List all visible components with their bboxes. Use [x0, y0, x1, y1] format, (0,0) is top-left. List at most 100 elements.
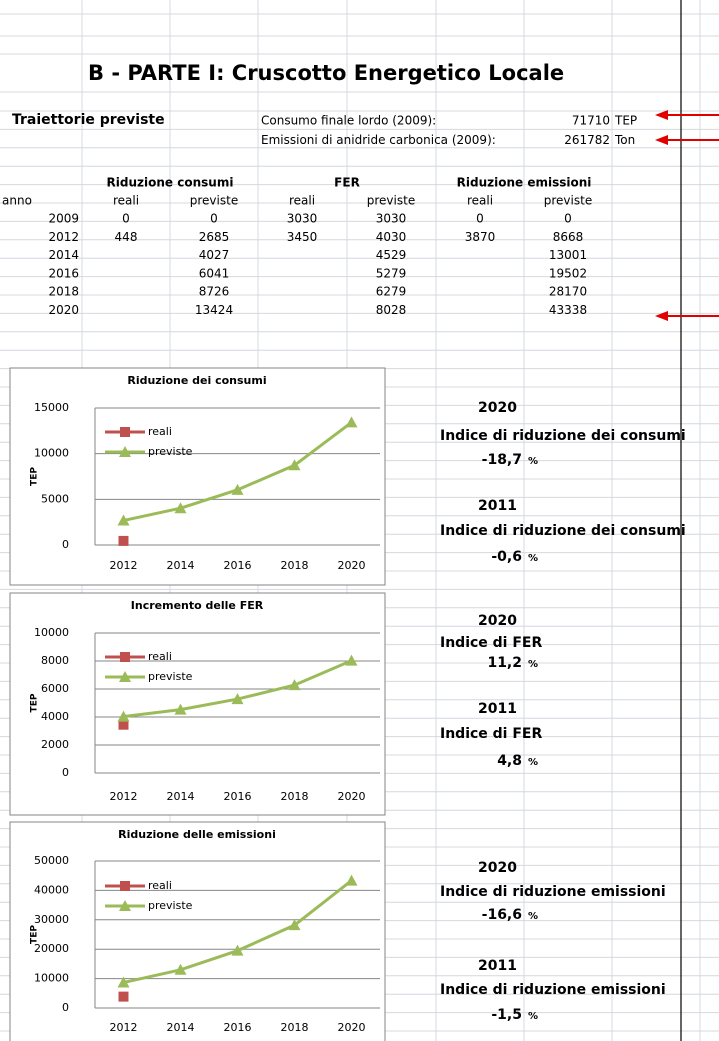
- table-cell: 0: [122, 212, 130, 226]
- table-cell: 2020: [48, 303, 79, 317]
- data-point: [231, 483, 244, 495]
- group-header: Riduzione consumi: [107, 176, 234, 190]
- indicator-year: 2011: [478, 498, 517, 514]
- table-cell: 2012: [48, 230, 79, 244]
- data-point: [345, 654, 358, 666]
- column-header: previste: [367, 194, 415, 208]
- data-point: [174, 963, 187, 975]
- indicator-year: 2020: [478, 860, 517, 876]
- data-point: [288, 919, 301, 931]
- legend-marker: [119, 900, 131, 911]
- table-cell: 3450: [287, 230, 318, 244]
- title: B - PARTE I: Cruscotto Energetico Locale: [88, 61, 564, 85]
- chart-title: Incremento delle FER: [131, 599, 264, 612]
- table-cell: 8028: [376, 303, 407, 317]
- table-cell: 4030: [376, 230, 407, 244]
- table-cell: 6279: [376, 285, 407, 299]
- table-cell: 2016: [48, 266, 79, 280]
- summary-row-label: Consumo finale lordo (2009):: [261, 114, 436, 128]
- data-point: [117, 514, 130, 526]
- y-tick-label: 40000: [34, 883, 69, 896]
- arrow-head: [655, 110, 668, 120]
- x-tick-label: 2014: [167, 559, 195, 572]
- table-cell: 0: [476, 212, 484, 226]
- indicator-year: 2011: [478, 701, 517, 717]
- legend-marker: [119, 671, 131, 682]
- table-cell: 3030: [376, 212, 407, 226]
- indicator-label: Indice di FER: [440, 635, 542, 651]
- data-point: [118, 535, 129, 546]
- indicator-label: Indice di riduzione emissioni: [440, 884, 666, 900]
- y-tick-label: 50000: [34, 854, 69, 867]
- y-axis-label: TEP: [30, 693, 40, 712]
- column-header: reali: [113, 194, 139, 208]
- data-point: [231, 944, 244, 956]
- summary-unit: TEP: [614, 114, 637, 128]
- y-tick-label: 2000: [41, 738, 69, 751]
- x-tick-label: 2020: [338, 1021, 366, 1034]
- table-cell: 6041: [199, 266, 230, 280]
- table-cell: 2685: [199, 230, 230, 244]
- table-cell: 2018: [48, 285, 79, 299]
- indicator-value: 11,2: [487, 655, 522, 671]
- y-tick-label: 10000: [34, 626, 69, 639]
- chart-box: [9, 821, 386, 1041]
- indicator-year: 2011: [478, 958, 517, 974]
- y-tick-label: 10000: [34, 972, 69, 985]
- table-cell: 4027: [199, 248, 230, 262]
- legend-marker: [120, 427, 130, 437]
- data-point: [118, 719, 129, 730]
- group-header: FER: [334, 176, 360, 190]
- indicator-unit: %: [528, 1011, 538, 1022]
- table-cell: 0: [210, 212, 218, 226]
- indicator-year: 2020: [478, 613, 517, 629]
- x-tick-label: 2014: [167, 790, 195, 803]
- data-point: [117, 976, 130, 988]
- table-cell: 3870: [465, 230, 496, 244]
- y-tick-label: 0: [62, 1001, 69, 1014]
- chart-title: Riduzione dei consumi: [127, 374, 266, 387]
- table-cell: 2009: [48, 212, 79, 226]
- indicator-value: -18,7: [482, 452, 522, 468]
- indicator-label: Indice di FER: [440, 726, 542, 742]
- table-cell: 13424: [195, 303, 233, 317]
- indicator-label: Indice di riduzione dei consumi: [440, 428, 686, 444]
- table-cell: 28170: [549, 285, 587, 299]
- legend-label: reali: [148, 879, 172, 892]
- data-point: [345, 874, 358, 886]
- indicator-unit: %: [528, 911, 538, 922]
- indicator-year: 2020: [478, 400, 517, 416]
- y-tick-label: 5000: [41, 492, 69, 505]
- indicator-label: Indice di riduzione dei consumi: [440, 523, 686, 539]
- y-tick-label: 8000: [41, 654, 69, 667]
- arrow-head: [655, 311, 668, 321]
- data-point: [174, 502, 187, 514]
- data-point: [174, 703, 187, 715]
- summary-row-label: Emissioni di anidride carbonica (2009):: [261, 133, 496, 147]
- legend-marker: [120, 881, 130, 891]
- indicator-value: -16,6: [482, 907, 522, 923]
- table-cell: 4529: [376, 248, 407, 262]
- x-tick-label: 2014: [167, 1021, 195, 1034]
- data-point: [288, 679, 301, 691]
- table-cell: 5279: [376, 266, 407, 280]
- legend-marker: [119, 446, 131, 457]
- chart-title: Riduzione delle emissioni: [118, 828, 276, 841]
- summary-label: Traiettorie previste: [12, 112, 165, 128]
- legend-label: previste: [148, 899, 193, 912]
- column-header: previste: [190, 194, 238, 208]
- indicator-unit: %: [528, 456, 538, 467]
- table-cell: 8668: [553, 230, 584, 244]
- chart-box: [9, 592, 386, 816]
- column-header: reali: [289, 194, 315, 208]
- x-tick-label: 2012: [110, 1021, 138, 1034]
- y-tick-label: 10000: [34, 447, 69, 460]
- x-tick-label: 2016: [224, 1021, 252, 1034]
- data-point: [118, 991, 129, 1002]
- x-tick-label: 2018: [281, 559, 309, 572]
- indicator-value: -0,6: [491, 549, 522, 565]
- chart-box: [9, 367, 386, 586]
- arrow-head: [655, 135, 668, 145]
- legend-label: reali: [148, 650, 172, 663]
- indicator-unit: %: [528, 659, 538, 670]
